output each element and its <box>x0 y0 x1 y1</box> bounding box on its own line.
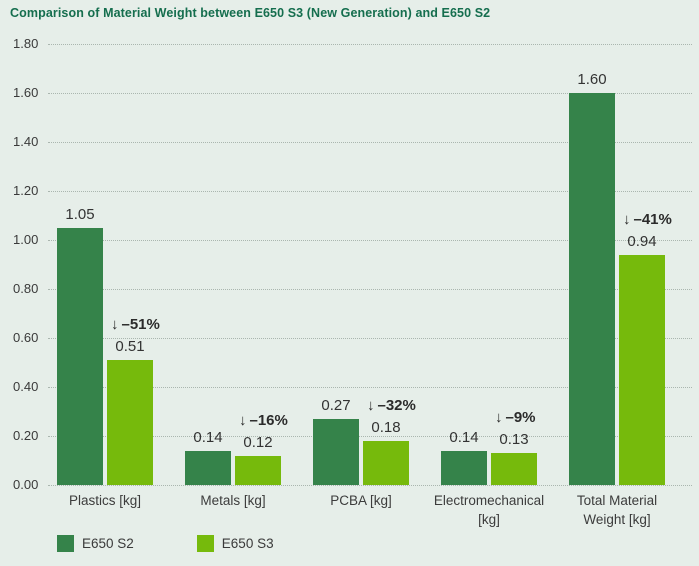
reduction-percent-text: –9% <box>505 409 536 426</box>
legend-swatch-e650-s3 <box>196 535 214 552</box>
legend-item-e650-s2: E650 S2 <box>57 535 134 552</box>
bar-e650-s2-1 <box>57 228 103 485</box>
value-label-e650-s2-3: 0.27 <box>321 397 351 414</box>
down-arrow-icon: ↓ <box>623 211 631 228</box>
bar-e650-s3-2 <box>235 456 281 485</box>
y-tick-label-0.00: 0.00 <box>13 477 39 492</box>
reduction-annotation-5: ↓ –41% <box>623 211 672 229</box>
category-label-4: Electromechanical [kg] <box>433 493 545 527</box>
reduction-percent-text: –41% <box>633 211 672 228</box>
y-tick-label-1.60: 1.60 <box>13 85 39 100</box>
value-label-e650-s2-1: 1.05 <box>65 206 95 223</box>
y-tick-label-0.20: 0.20 <box>13 428 39 443</box>
category-label-1: Plastics [kg] <box>68 493 142 508</box>
gridline-1.20 <box>48 191 692 192</box>
gridline-0.80 <box>48 289 692 290</box>
down-arrow-icon: ↓ <box>239 412 247 429</box>
category-label-2: Metals [kg] <box>200 493 266 508</box>
y-tick-label-0.80: 0.80 <box>13 281 39 296</box>
value-label-e650-s3-5: 0.94 <box>627 233 657 250</box>
value-label-e650-s3-3: 0.18 <box>371 419 401 436</box>
gridline-0.00 <box>48 485 692 486</box>
gridline-1.40 <box>48 142 692 143</box>
reduction-percent-text: –51% <box>121 316 160 333</box>
value-label-e650-s3-1: 0.51 <box>115 338 145 355</box>
y-tick-label-0.40: 0.40 <box>13 379 39 394</box>
y-tick-label-1.00: 1.00 <box>13 232 39 247</box>
reduction-annotation-4: ↓ –9% <box>495 409 536 427</box>
value-label-e650-s2-4: 0.14 <box>449 429 479 446</box>
legend-swatch-e650-s2 <box>57 535 74 552</box>
chart-title: Comparison of Material Weight between E6… <box>10 6 491 20</box>
down-arrow-icon: ↓ <box>495 409 503 426</box>
bar-e650-s2-2 <box>185 451 231 485</box>
plot-area: 1.05 0.51 ↓ –51% 0.14 0.12 ↓ –16% 0.27 0.18 ↓ –32% 0… <box>48 44 692 486</box>
bar-e650-s3-1 <box>107 360 153 485</box>
bar-group-2: 0.14 0.12 ↓ –16% <box>185 44 288 485</box>
down-arrow-icon: ↓ <box>367 397 375 414</box>
bar-e650-s3-5 <box>619 255 665 485</box>
legend-item-e650-s3: E650 S3 <box>196 535 274 552</box>
reduction-percent-text: –32% <box>377 397 416 414</box>
legend-label-e650-s3: E650 S3 <box>221 536 274 551</box>
reduction-annotation-3: ↓ –32% <box>367 397 416 415</box>
gridline-0.60 <box>48 338 692 339</box>
reduction-annotation-1: ↓ –51% <box>111 316 160 334</box>
value-label-e650-s2-5: 1.60 <box>577 71 607 88</box>
reduction-annotation-2: ↓ –16% <box>239 412 288 430</box>
down-arrow-icon: ↓ <box>111 316 119 333</box>
gridline-1.00 <box>48 240 692 241</box>
bar-e650-s2-3 <box>313 419 359 485</box>
legend-label-e650-s2: E650 S2 <box>82 536 134 551</box>
y-tick-label-1.20: 1.20 <box>13 183 39 198</box>
bar-e650-s2-4 <box>441 451 487 485</box>
legend: E650 S2 E650 S3 <box>57 535 274 552</box>
bar-e650-s2-5 <box>569 93 615 485</box>
y-tick-label-1.40: 1.40 <box>13 134 39 149</box>
gridline-0.40 <box>48 387 692 388</box>
gridline-1.60 <box>48 93 692 94</box>
value-label-e650-s2-2: 0.14 <box>193 429 223 446</box>
bar-e650-s3-4 <box>491 453 537 485</box>
gridline-0.20 <box>48 436 692 437</box>
category-label-3: PCBA [kg] <box>330 493 392 508</box>
bar-group-3: 0.27 0.18 ↓ –32% <box>313 44 416 485</box>
bar-group-1: 1.05 0.51 ↓ –51% <box>57 44 160 485</box>
gridline-1.80 <box>48 44 692 45</box>
bar-group-4: 0.14 0.13 ↓ –9% <box>441 44 537 485</box>
bar-group-5: 1.60 0.94 ↓ –41% <box>569 44 672 485</box>
bar-e650-s3-3 <box>363 441 409 485</box>
reduction-percent-text: –16% <box>249 412 288 429</box>
y-tick-label-1.80: 1.80 <box>13 36 39 51</box>
y-tick-label-0.60: 0.60 <box>13 330 39 345</box>
category-label-5: Total Material Weight [kg] <box>576 493 658 527</box>
value-label-e650-s3-2: 0.12 <box>243 434 273 451</box>
value-label-e650-s3-4: 0.13 <box>499 431 529 448</box>
